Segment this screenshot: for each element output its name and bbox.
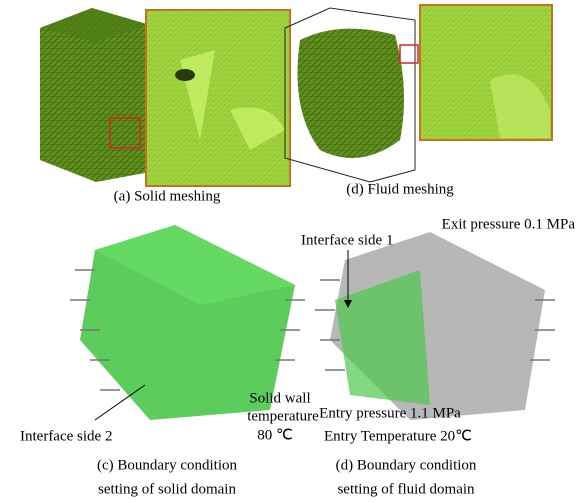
caption: setting of fluid domain (337, 481, 475, 497)
annotation: Exit pressure 0.1 MPa (442, 216, 576, 232)
annotation: temperature (247, 408, 319, 424)
solid-mesh-image (40, 8, 290, 186)
caption: setting of solid domain (98, 481, 236, 497)
figure: (a) Solid meshing (d) Fluid meshing (c) Bo… (0, 0, 579, 502)
fluid-boundary-image (315, 232, 555, 420)
caption: (d) Boundary condition (336, 457, 477, 473)
annotation: Entry Temperature 20℃ (324, 428, 472, 444)
annotation: Entry pressure 1.1 MPa (319, 405, 461, 421)
caption: (a) Solid meshing (114, 188, 221, 204)
caption: (c) Boundary condition (97, 457, 237, 473)
annotation: 80 ℃ (257, 427, 293, 443)
annotation: Solid wall (249, 390, 310, 406)
caption: (d) Fluid meshing (346, 181, 454, 197)
annotation: Interface side 2 (20, 428, 112, 444)
annotation: Interface side 1 (301, 232, 393, 248)
fluid-mesh-image (285, 5, 552, 182)
